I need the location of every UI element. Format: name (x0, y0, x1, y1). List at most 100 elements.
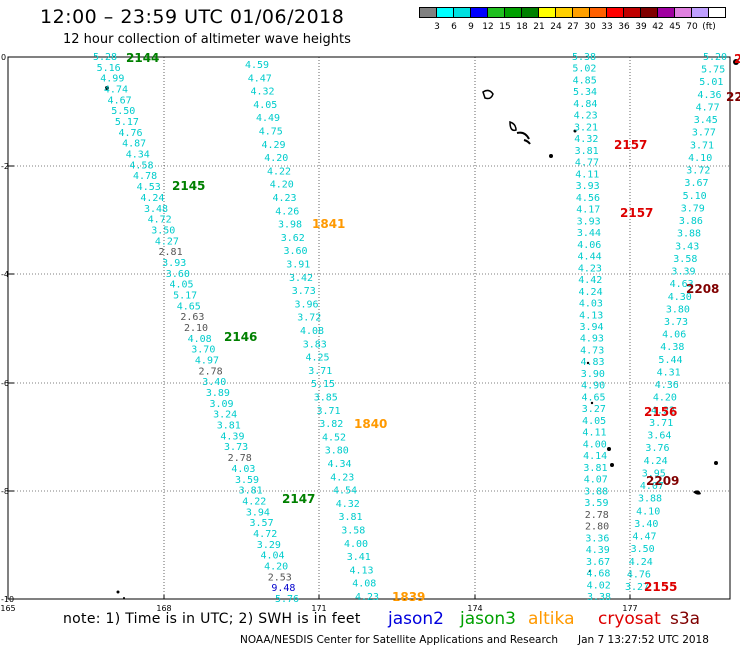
wave-height-value: 4.36 (655, 380, 679, 391)
wave-height-value: 4.32 (574, 134, 598, 145)
wave-height-value: 4.65 (177, 301, 201, 312)
wave-height-value: 4.29 (262, 140, 286, 151)
wave-height-value: 3.82 (319, 419, 343, 430)
colorbar-label: 30 (584, 22, 596, 32)
colorbar-label: 27 (567, 22, 579, 32)
wave-height-value: 3.76 (645, 443, 669, 454)
y-tick-label: -2 (1, 162, 9, 171)
wave-height-value: 4.38 (660, 342, 684, 353)
island (588, 569, 592, 573)
wave-height-value: 4.20 (264, 561, 288, 572)
wave-height-value: 9.48 (271, 583, 295, 594)
wave-height-value: 5.76 (275, 594, 299, 605)
wave-height-value: 3.62 (281, 233, 305, 244)
wave-height-value: 4.87 (122, 139, 146, 150)
y-tick-label: -8 (1, 487, 9, 496)
wave-height-value: 3.93 (576, 181, 600, 192)
wave-height-value: 4.20 (653, 393, 677, 404)
pass-number-label: 2156 (644, 405, 677, 419)
island (573, 129, 577, 133)
wave-height-value: 4.11 (582, 428, 606, 439)
pass-number-label: 1841 (312, 217, 345, 231)
wave-height-value: 4.56 (576, 193, 600, 204)
colorbar-label: 45 (669, 22, 681, 32)
y-tick-label: -10 (1, 595, 14, 604)
wave-height-value: 3.67 (684, 178, 708, 189)
wave-height-value: 4.22 (242, 496, 266, 507)
wave-height-value: 4.63 (670, 279, 694, 290)
wave-height-value: 4.06 (662, 330, 686, 341)
wave-height-value: 3.81 (583, 463, 607, 474)
wave-height-value: 4.39 (220, 431, 244, 442)
wave-height-value: 3.88 (584, 486, 608, 497)
wave-height-value: 4.08 (188, 334, 212, 345)
colorbar-label: 9 (468, 22, 474, 32)
altimeter-tracks: 5.285.164.994.744.675.505.174.764.874.34… (93, 52, 727, 605)
wave-height-value: 4.23 (273, 193, 297, 204)
wave-height-value: 4.97 (195, 356, 219, 367)
axis-ticks: 165 168 171 174 177 0 -2 -4 -6 -8 -10 (0, 53, 637, 613)
colorbar-label: (ft) (702, 22, 716, 32)
map-frame (7, 56, 731, 600)
wave-height-value: 3.80 (325, 446, 349, 457)
wave-height-value: 4.42 (578, 275, 602, 286)
wave-height-value: 3.72 (686, 166, 710, 177)
satellite-legend-jason2: jason2 (388, 609, 444, 629)
island (693, 490, 701, 495)
wave-height-value: 3.71 (317, 406, 341, 417)
wave-height-value: 3.94 (246, 507, 270, 518)
pass-number-label: 2208 (686, 282, 719, 296)
island (523, 139, 531, 145)
pass-labels: 2144 2145 2146 2147 1841 1840 1839 2157 2157 2156… (126, 51, 740, 604)
wave-height-value: 5.17 (115, 117, 139, 128)
wave-height-value: 4.13 (579, 310, 603, 321)
wave-height-value: 3.72 (297, 313, 321, 324)
wave-height-value: 4.83 (580, 357, 604, 368)
wave-height-value: 4.36 (697, 90, 721, 101)
island (549, 154, 553, 158)
wave-height-value: 2.53 (268, 572, 292, 583)
colorbar-label: 6 (451, 22, 457, 32)
wave-height-value: 2.78 (585, 510, 609, 521)
wave-height-value: 4.07 (640, 481, 664, 492)
wave-height-value: 3.98 (278, 220, 302, 231)
wave-height-value: 3.95 (642, 468, 666, 479)
wave-height-value: 4.22 (651, 405, 675, 416)
wave-height-value: 4.23 (355, 592, 379, 603)
wave-height-value: 4.23 (574, 111, 598, 122)
island (116, 590, 120, 594)
island (509, 120, 517, 132)
wave-height-value: 4.39 (586, 545, 610, 556)
wave-height-value: 3.96 (295, 299, 319, 310)
wave-height-value: 4.93 (580, 334, 604, 345)
wave-height-value: 4.03 (231, 464, 255, 475)
pass-number-label: 2144 (126, 51, 159, 65)
wave-height-value: 4.17 (576, 205, 600, 216)
wave-height-value: 3.91 (286, 260, 310, 271)
island (714, 461, 718, 465)
satellite-legend-jason3: jason3 (460, 609, 516, 629)
wave-height-value: 4.13 (350, 565, 374, 576)
wave-height-value: 3.39 (671, 267, 695, 278)
wave-height-value: 4.24 (579, 287, 603, 298)
wave-height-value: 3.73 (292, 286, 316, 297)
island (610, 463, 614, 467)
wave-height-value: 3.73 (224, 442, 248, 453)
wave-height-value: 3.27 (625, 582, 649, 593)
island (482, 89, 494, 100)
wave-height-value: 5.16 (97, 63, 121, 74)
wave-height-value: 4.14 (583, 451, 607, 462)
wave-height-value: 4.32 (336, 499, 360, 510)
colorbar-label: 3 (434, 22, 440, 32)
island (586, 361, 590, 365)
wave-height-value: 5.17 (173, 290, 197, 301)
wave-height-value: 4.05 (582, 416, 606, 427)
wave-height-value: 4.72 (253, 529, 277, 540)
pass-number-label: 2146 (224, 330, 257, 344)
wave-height-value: 3.86 (679, 216, 703, 227)
wave-height-value: 3.64 (647, 431, 671, 442)
wave-height-value: 3.36 (585, 533, 609, 544)
wave-height-value: 3.88 (677, 229, 701, 240)
colorbar-label: 70 (686, 22, 698, 32)
